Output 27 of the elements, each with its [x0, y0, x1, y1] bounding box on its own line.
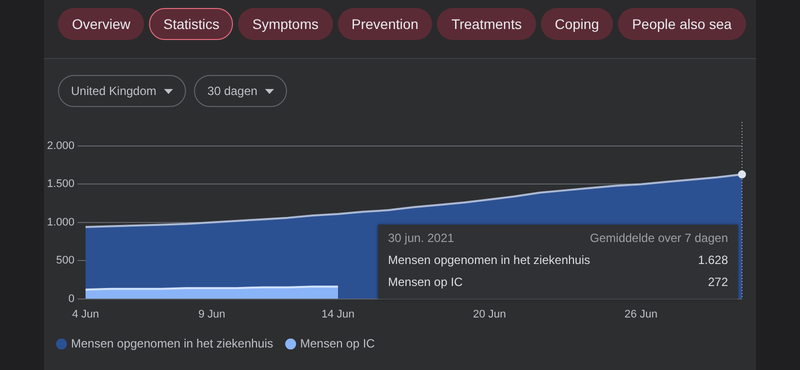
x-tick-label: 4 Jun [72, 308, 99, 320]
text: 30 dagen [207, 84, 258, 98]
x-tick-label: 26 Jun [624, 308, 658, 320]
annotation: Mensen op IC [388, 275, 464, 290]
legend-label: Mensen opgenomen in het ziekenhuis [71, 336, 274, 350]
legend-label: Mensen op IC [300, 336, 376, 350]
x-tick-label: 20 Jun [472, 308, 506, 320]
x-tick-label: 14 Jun [322, 308, 355, 320]
y-tick-label: 2.000 [46, 140, 75, 152]
y-tick-label: 1.000 [46, 216, 75, 228]
text: Prevention [338, 8, 432, 40]
text: Symptoms [238, 8, 332, 40]
annotation: 30 jun. 2021 [388, 231, 454, 246]
text: Statistics [149, 8, 234, 40]
text: Treatments [437, 8, 536, 40]
annotation: Gemiddelde over 7 dagen [590, 231, 728, 246]
annotation: 272 [708, 275, 728, 290]
text: People also sea [618, 8, 746, 40]
y-tick-label: 1.500 [46, 178, 75, 190]
y-tick-label: 500 [56, 254, 75, 267]
y-tick-label: 0 [68, 292, 75, 305]
annotation: Mensen opgenomen in het ziekenhuis [388, 253, 590, 268]
annotation: 1.628 [698, 253, 728, 268]
text: United Kingdom [71, 84, 156, 98]
text: Coping [540, 8, 614, 40]
x-tick-label: 9 Jun [198, 308, 226, 320]
text: Overview [58, 8, 144, 40]
